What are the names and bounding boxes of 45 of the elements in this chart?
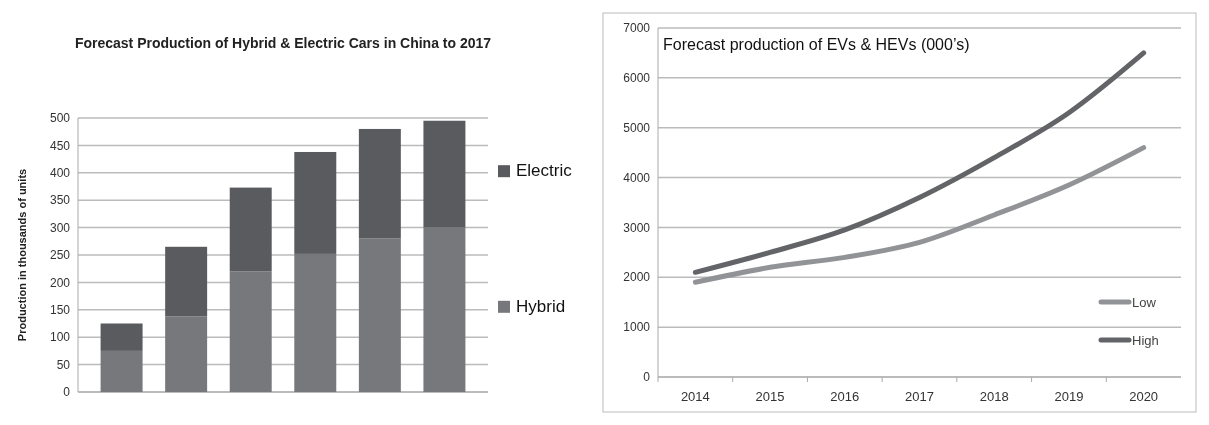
y-axis-title: Production in thousands of units (16, 168, 28, 342)
y-tick-label: 4000 (623, 170, 651, 185)
bar (229, 271, 272, 392)
y-tick-label: 2000 (623, 270, 651, 285)
y-tick-label: 150 (49, 303, 71, 317)
bar (100, 323, 143, 351)
x-tick-label: 2017 (905, 389, 934, 404)
y-tick-label: 400 (49, 166, 71, 180)
legend-label: High (1132, 333, 1159, 348)
y-tick-label: 3000 (623, 220, 651, 235)
y-tick-label: 6000 (623, 71, 651, 86)
text: Forecast production of EVs & HEVs (000’s) (663, 36, 970, 53)
bar (229, 187, 272, 272)
bar (358, 128, 401, 239)
y-tick-label: 200 (49, 275, 71, 290)
y-tick-label: 500 (49, 111, 71, 126)
y-tick-label: 100 (49, 330, 71, 345)
x-tick-label: 2016 (830, 389, 860, 404)
bar (423, 120, 466, 228)
bar (294, 253, 337, 392)
legend-label: Electric (516, 161, 573, 181)
bar (423, 227, 466, 392)
y-tick-label: 250 (49, 248, 71, 263)
y-tick-label: 0 (63, 385, 71, 400)
y-tick-label: 300 (49, 220, 71, 235)
bar (294, 151, 337, 254)
bar (165, 316, 208, 392)
y-tick-label: 50 (56, 357, 71, 372)
y-tick-label: 7000 (623, 21, 651, 36)
chart-title: Forecast Production of Hybrid & Electric Cars in China to 2017 (74, 35, 492, 51)
bar (358, 238, 401, 392)
legend-label: Low (1132, 295, 1157, 310)
x-tick-label: 2018 (979, 389, 1009, 404)
bar (165, 246, 208, 317)
legend-label: Hybrid (516, 296, 566, 316)
y-tick-label: 1000 (623, 320, 651, 335)
x-tick-label: 2015 (755, 389, 785, 404)
x-tick-label: 2019 (1054, 389, 1084, 404)
y-tick-label: 450 (49, 138, 71, 153)
x-tick-label: 2020 (1129, 389, 1159, 404)
y-tick-label: 5000 (623, 120, 651, 135)
y-tick-label: 350 (49, 193, 71, 208)
bar (100, 350, 143, 392)
y-tick-label: 0 (643, 370, 651, 385)
x-tick-label: 2014 (680, 389, 710, 404)
